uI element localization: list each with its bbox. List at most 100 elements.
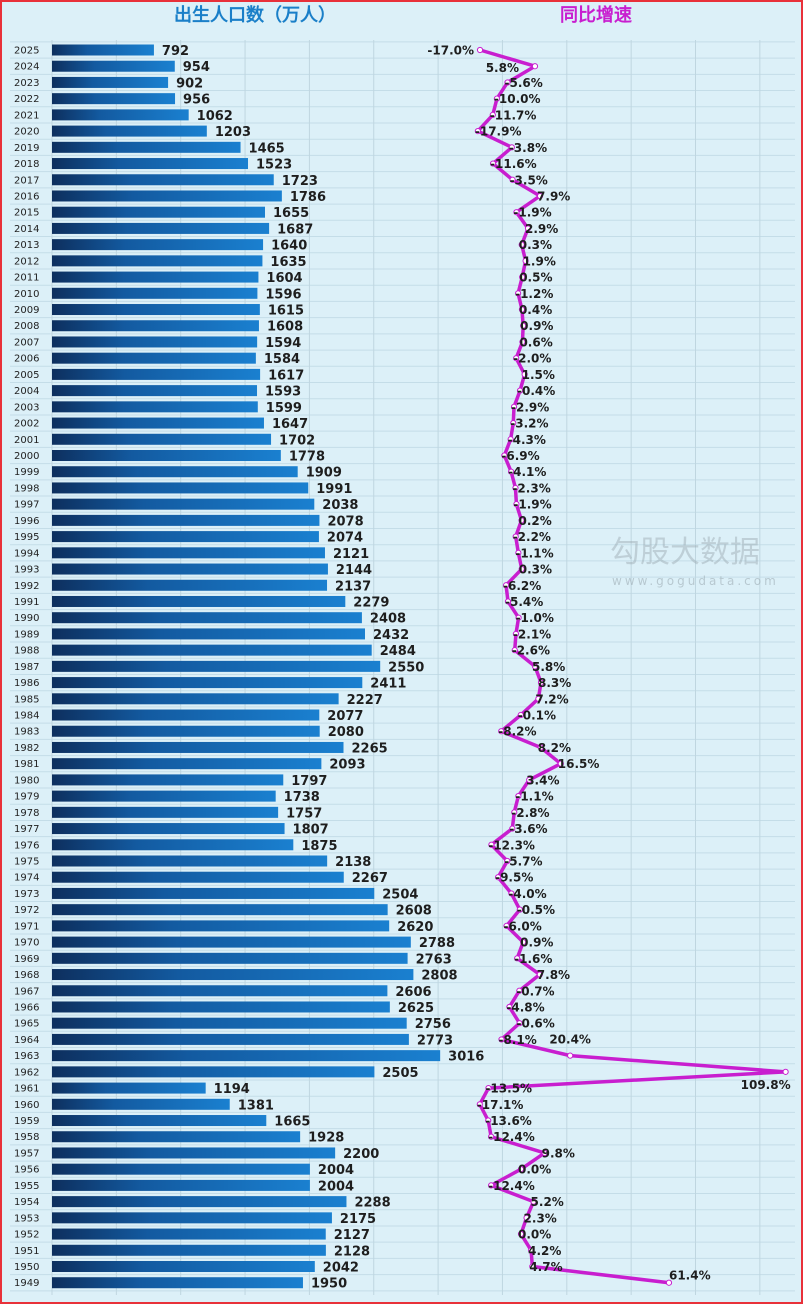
bar-value-label: 1665 [274, 1115, 310, 1130]
bar-value-label: 2625 [398, 1001, 434, 1016]
bar [52, 725, 320, 737]
bar [52, 887, 375, 899]
growth-label: -0.5% [517, 903, 555, 917]
bar-value-label: 2411 [370, 677, 406, 692]
growth-point [524, 225, 532, 232]
bar [52, 336, 258, 348]
growth-point [485, 1117, 492, 1124]
year-label: 1952 [14, 1230, 39, 1241]
growth-label: 4.2% [528, 1244, 561, 1258]
year-label: 2012 [14, 256, 39, 267]
growth-point [513, 209, 520, 216]
year-label: 1996 [14, 516, 39, 527]
growth-point [493, 95, 500, 102]
year-label: 1982 [14, 743, 39, 754]
bar [52, 109, 189, 121]
bar-value-label: 2078 [327, 514, 363, 529]
left-chart-title: 出生人口数（万人） [174, 4, 336, 26]
growth-label: -2.3% [512, 481, 550, 495]
year-label: 1980 [14, 775, 39, 786]
growth-label: 16.5% [558, 757, 600, 771]
bar [52, 677, 363, 689]
year-label: 1988 [14, 646, 39, 657]
growth-point [512, 630, 520, 638]
growth-label: -0.7% [516, 984, 554, 998]
growth-point [474, 128, 481, 135]
year-label: 1953 [14, 1213, 39, 1224]
growth-label: -8.1% [498, 1033, 536, 1047]
growth-point [498, 1036, 505, 1043]
year-label: 2013 [14, 240, 39, 251]
watermark-brand: 勾股大数据 [610, 535, 760, 570]
growth-label: 5.8% [486, 61, 519, 75]
bar [52, 969, 414, 981]
year-label: 1959 [14, 1116, 39, 1127]
bar [52, 1163, 310, 1175]
growth-label: -2.1% [513, 627, 551, 641]
growth-label: 1.5% [522, 368, 555, 382]
year-label: 1961 [14, 1084, 39, 1095]
growth-point [519, 338, 526, 346]
year-label: 2025 [14, 46, 39, 57]
bar-value-label: 956 [183, 93, 210, 108]
year-label: 2019 [14, 143, 39, 154]
growth-label: -0.1% [518, 709, 556, 723]
growth-label: 109.8% [741, 1078, 791, 1092]
bar [52, 93, 176, 105]
bar [52, 385, 258, 397]
bar-value-label: 1687 [277, 222, 313, 237]
bar [52, 741, 344, 753]
right-chart-title: 同比增速 [560, 4, 632, 26]
growth-label: -3.2% [510, 417, 548, 431]
bar [52, 920, 390, 932]
growth-label: -4.0% [508, 887, 546, 901]
year-label: 1998 [14, 483, 39, 494]
bar-value-label: 1778 [289, 450, 325, 465]
growth-label: -10.0% [494, 92, 541, 106]
growth-point [518, 565, 525, 573]
bar [52, 1244, 326, 1256]
bar-value-label: 2504 [382, 887, 418, 902]
growth-label: 5.8% [532, 660, 565, 674]
growth-label: -17.1% [477, 1098, 524, 1112]
year-label: 1972 [14, 905, 39, 916]
year-label: 1985 [14, 694, 39, 705]
growth-point [504, 598, 512, 605]
bar-value-label: 1635 [270, 255, 306, 270]
growth-point [782, 1068, 789, 1075]
bar [52, 141, 241, 153]
bar-value-label: 1604 [266, 271, 302, 286]
bar [52, 125, 207, 137]
year-label: 1958 [14, 1132, 39, 1143]
growth-label: -2.0% [513, 352, 551, 366]
bar [52, 1147, 336, 1159]
year-label: 1969 [14, 954, 39, 965]
growth-point [508, 468, 515, 475]
bar-value-label: 1203 [215, 125, 251, 140]
growth-point [507, 436, 514, 443]
year-label: 2021 [14, 110, 39, 121]
growth-point [521, 371, 528, 378]
growth-point [510, 403, 518, 410]
year-label: 2001 [14, 435, 39, 446]
bar-value-label: 1797 [291, 774, 327, 789]
bar-value-label: 2288 [354, 1196, 390, 1211]
growth-label: -4.8% [506, 1000, 544, 1014]
year-label: 1963 [14, 1051, 39, 1062]
growth-label: -2.8% [511, 806, 549, 820]
growth-label: 4.7% [529, 1260, 562, 1274]
bar-value-label: 2127 [334, 1228, 370, 1243]
bar-value-label: 2074 [327, 531, 363, 546]
growth-point [515, 549, 522, 556]
bar [52, 709, 320, 721]
year-label: 2022 [14, 94, 39, 105]
bar [52, 1212, 332, 1224]
growth-label: 8.2% [538, 741, 571, 755]
bar [52, 255, 263, 267]
year-label: 1971 [14, 921, 39, 932]
bar-value-label: 2138 [335, 855, 371, 870]
growth-point [557, 760, 564, 767]
year-label: 1974 [14, 873, 39, 884]
